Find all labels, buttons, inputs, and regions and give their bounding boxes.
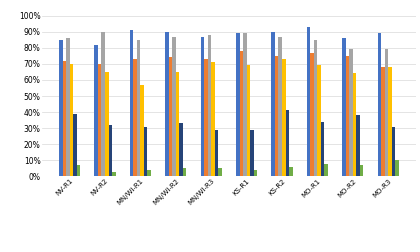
Bar (360, 165, 363, 176)
Bar (378, 33, 381, 176)
Bar (66, 38, 70, 176)
Bar (282, 59, 286, 176)
Bar (204, 59, 207, 176)
Bar (250, 130, 254, 176)
Bar (108, 125, 112, 176)
Bar (207, 35, 211, 176)
Bar (356, 115, 360, 176)
Bar (140, 85, 144, 176)
Bar (239, 51, 243, 176)
Bar (77, 165, 80, 176)
Bar (395, 160, 399, 176)
Bar (70, 64, 73, 176)
Bar (130, 30, 133, 176)
Bar (289, 167, 293, 176)
Bar (59, 40, 63, 176)
Bar (133, 59, 137, 176)
Bar (243, 33, 247, 176)
Bar (321, 122, 325, 176)
Bar (201, 37, 204, 176)
Bar (112, 172, 116, 176)
Bar (172, 37, 176, 176)
Bar (353, 74, 356, 176)
Bar (247, 66, 250, 176)
Bar (73, 114, 77, 176)
Bar (254, 170, 257, 176)
Bar (342, 38, 346, 176)
Bar (105, 72, 108, 176)
Bar (388, 67, 392, 176)
Bar (215, 130, 218, 176)
Bar (275, 56, 278, 176)
Bar (211, 62, 215, 176)
Bar (94, 45, 98, 176)
Bar (147, 170, 151, 176)
Bar (307, 27, 310, 176)
Bar (183, 168, 186, 176)
Bar (137, 40, 140, 176)
Bar (310, 53, 314, 176)
Bar (314, 40, 318, 176)
Bar (346, 56, 349, 176)
Bar (318, 66, 321, 176)
Bar (278, 37, 282, 176)
Bar (144, 127, 147, 176)
Bar (392, 127, 395, 176)
Bar (63, 61, 66, 176)
Bar (385, 49, 388, 176)
Bar (165, 32, 169, 176)
Bar (176, 72, 179, 176)
Bar (286, 110, 289, 176)
Bar (381, 67, 385, 176)
Bar (236, 33, 239, 176)
Bar (218, 168, 222, 176)
Bar (349, 49, 353, 176)
Bar (325, 164, 328, 176)
Bar (98, 64, 102, 176)
Bar (271, 32, 275, 176)
Bar (169, 57, 172, 176)
Bar (102, 32, 105, 176)
Bar (179, 123, 183, 176)
